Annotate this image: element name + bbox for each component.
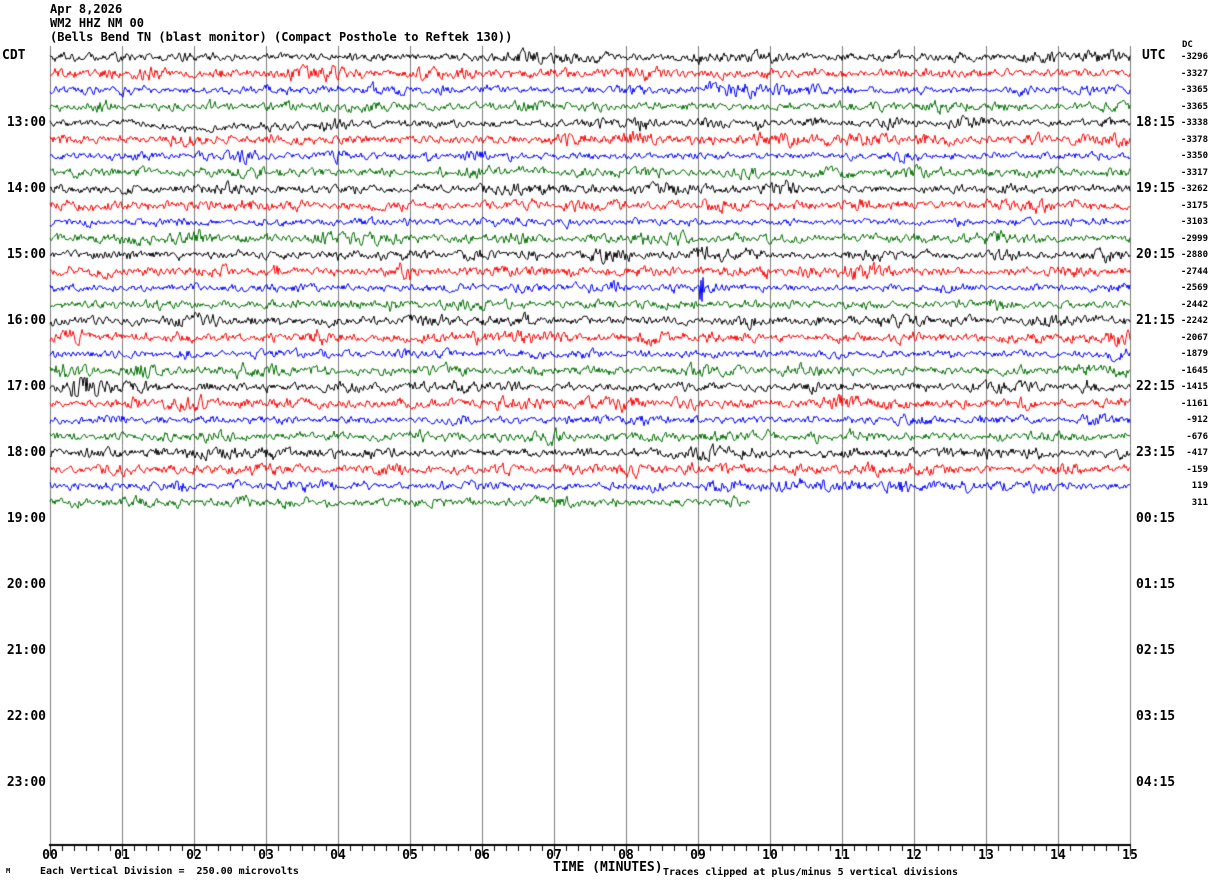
dc-offset-value: -3350 <box>1180 151 1208 161</box>
dc-offset-value: -3317 <box>1180 167 1208 178</box>
dc-offset-value: -3103 <box>1180 217 1208 227</box>
dc-offset-value: -2242 <box>1180 316 1208 326</box>
corner-mark: M <box>6 867 11 875</box>
cdt-hour-label: 14:00 <box>6 181 46 196</box>
cdt-hour-label: 13:00 <box>6 115 46 130</box>
x-tick-label: 13 <box>978 848 994 863</box>
x-tick-label: 14 <box>1050 848 1066 863</box>
utc-hour-label: 22:15 <box>1136 379 1176 394</box>
dc-offset-value: -1645 <box>1180 365 1208 376</box>
utc-hour-label: 04:15 <box>1136 775 1176 790</box>
header-description: (Bells Bend TN (blast monitor) (Compact … <box>50 30 513 44</box>
dc-column-label: DC <box>1182 40 1193 50</box>
scale-note: Each Vertical Division = 250.00 microvol… <box>40 866 299 877</box>
dc-offset-value: -1161 <box>1180 398 1208 409</box>
cdt-hour-label: 21:00 <box>6 643 46 658</box>
dc-offset-value: 119 <box>1191 481 1208 491</box>
x-tick-label: 07 <box>546 848 562 863</box>
x-tick-label: 12 <box>906 848 922 863</box>
dc-offset-value: -3378 <box>1180 134 1208 145</box>
utc-hour-label: 20:15 <box>1136 247 1176 262</box>
x-tick-label: 05 <box>402 848 418 863</box>
utc-hour-label: 01:15 <box>1136 577 1176 592</box>
x-tick-label: 03 <box>258 848 274 863</box>
dc-offset-value: -159 <box>1186 464 1208 475</box>
dc-offset-value: -1415 <box>1180 382 1208 392</box>
cdt-hour-label: 17:00 <box>6 379 46 394</box>
cdt-hour-label: 23:00 <box>6 775 46 790</box>
x-tick-label: 09 <box>690 848 706 863</box>
x-tick-label: 01 <box>114 848 130 863</box>
dc-offset-value: -2744 <box>1180 266 1208 277</box>
dc-offset-value: -3327 <box>1180 68 1208 79</box>
x-tick-label: 00 <box>42 848 58 863</box>
x-tick-label: 08 <box>618 848 634 863</box>
right-axis-label: UTC <box>1142 48 1166 63</box>
header-station: WM2 HHZ NM 00 <box>50 16 144 30</box>
dc-offset-value: -3175 <box>1180 200 1208 211</box>
dc-offset-value: -912 <box>1186 415 1208 425</box>
utc-hour-label: 21:15 <box>1136 313 1176 328</box>
dc-offset-value: -3365 <box>1180 101 1208 112</box>
utc-hour-label: 03:15 <box>1136 709 1176 724</box>
utc-hour-label: 00:15 <box>1136 511 1176 526</box>
x-tick-label: 15 <box>1122 848 1138 863</box>
utc-hour-label: 02:15 <box>1136 643 1176 658</box>
cdt-hour-label: 16:00 <box>6 313 46 328</box>
cdt-hour-label: 22:00 <box>6 709 46 724</box>
dc-offset-value: -3296 <box>1180 52 1208 62</box>
utc-hour-label: 23:15 <box>1136 445 1176 460</box>
dc-offset-value: -3365 <box>1180 85 1208 95</box>
x-axis-title: TIME (MINUTES) <box>553 860 663 875</box>
utc-hour-label: 19:15 <box>1136 181 1176 196</box>
dc-offset-value: -676 <box>1186 431 1208 442</box>
dc-offset-value: -2067 <box>1180 332 1208 343</box>
dc-offset-value: -417 <box>1186 448 1208 458</box>
x-tick-label: 06 <box>474 848 490 863</box>
dc-offset-value: -3262 <box>1180 184 1208 194</box>
x-tick-label: 11 <box>834 848 850 863</box>
dc-offset-value: -2569 <box>1180 283 1208 293</box>
dc-offset-value: 311 <box>1191 497 1208 508</box>
cdt-hour-label: 20:00 <box>6 577 46 592</box>
cdt-hour-label: 18:00 <box>6 445 46 460</box>
cdt-hour-label: 19:00 <box>6 511 46 526</box>
header-date: Apr 8,2026 <box>50 2 123 16</box>
x-tick-label: 02 <box>186 848 202 863</box>
dc-offset-value: -2442 <box>1180 299 1208 310</box>
dc-offset-value: -2999 <box>1180 233 1208 244</box>
dc-offset-value: -3338 <box>1180 118 1208 128</box>
dc-offset-value: -1879 <box>1180 349 1208 359</box>
x-tick-label: 10 <box>762 848 778 863</box>
left-axis-label: CDT <box>2 48 26 63</box>
clip-note: Traces clipped at plus/minus 5 vertical … <box>663 867 959 878</box>
cdt-hour-label: 15:00 <box>6 247 46 262</box>
x-tick-label: 04 <box>330 848 346 863</box>
dc-offset-value: -2880 <box>1180 250 1208 260</box>
utc-hour-label: 18:15 <box>1136 115 1176 130</box>
